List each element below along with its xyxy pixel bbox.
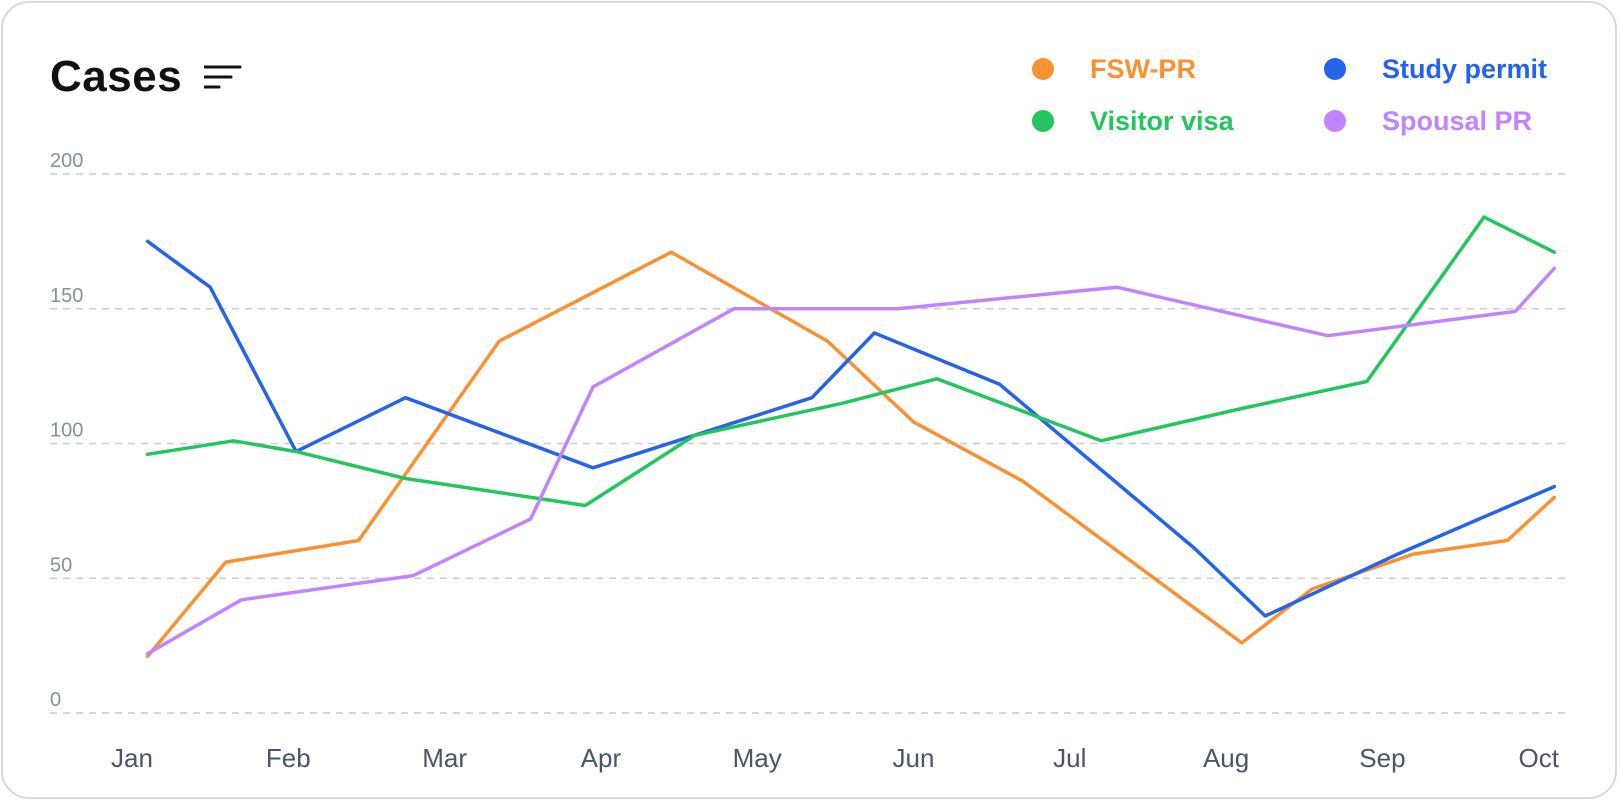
legend-dot-spousal-pr <box>1324 110 1346 132</box>
legend-item-fsw-pr[interactable]: FSW-PR <box>1032 52 1324 86</box>
x-tick-label: Jul <box>1053 743 1086 773</box>
series-line-visitor-visa[interactable] <box>145 215 1557 508</box>
legend-dot-study-permit <box>1324 58 1346 80</box>
x-tick-label: Sep <box>1359 743 1405 773</box>
legend-item-spousal-pr[interactable]: Spousal PR <box>1324 104 1564 138</box>
chart-legend: FSW-PR Study permit Visitor visa Spousal… <box>1032 52 1564 138</box>
legend-dot-fsw-pr <box>1032 58 1054 80</box>
series-line-spousal-pr[interactable] <box>145 266 1557 656</box>
legend-label-study-permit: Study permit <box>1382 53 1548 84</box>
x-tick-label: Mar <box>422 743 467 773</box>
legend-label-visitor-visa: Visitor visa <box>1090 105 1234 136</box>
y-tick-label: 200 <box>50 150 83 172</box>
chart-title: Cases <box>50 52 183 101</box>
legend-item-visitor-visa[interactable]: Visitor visa <box>1032 104 1324 138</box>
x-tick-label: Feb <box>266 743 311 773</box>
sort-lines-icon[interactable] <box>204 61 244 93</box>
y-tick-label: 100 <box>50 420 83 442</box>
series-line-fsw-pr[interactable] <box>145 250 1557 659</box>
legend-label-spousal-pr: Spousal PR <box>1382 105 1533 136</box>
series-line-study-permit[interactable] <box>145 239 1557 618</box>
legend-dot-visitor-visa <box>1032 110 1054 132</box>
legend-item-study-permit[interactable]: Study permit <box>1324 52 1564 86</box>
y-tick-label: 50 <box>50 554 72 576</box>
chart-header: Cases <box>50 52 244 102</box>
x-tick-label: Aug <box>1203 743 1249 773</box>
x-tick-label: Oct <box>1518 743 1559 773</box>
x-tick-label: Jan <box>111 743 153 773</box>
y-tick-label: 0 <box>50 689 61 711</box>
y-tick-label: 150 <box>50 285 83 307</box>
x-tick-label: May <box>733 743 782 773</box>
legend-label-fsw-pr: FSW-PR <box>1090 53 1196 84</box>
x-tick-label: Apr <box>581 743 622 773</box>
x-tick-label: Jun <box>893 743 935 773</box>
